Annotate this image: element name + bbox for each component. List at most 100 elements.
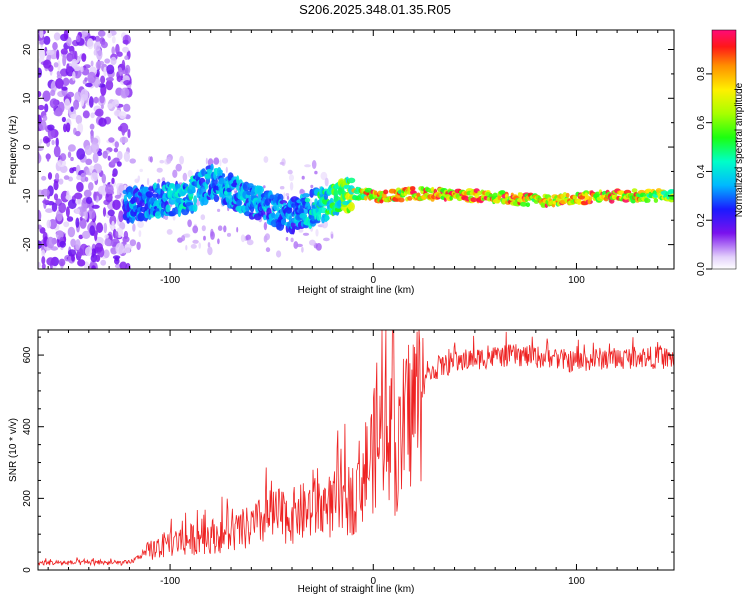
heatmap-cell (409, 186, 416, 191)
heatmap-cell (198, 242, 201, 249)
heatmap-cell (53, 193, 59, 201)
bottom-plot-frame (37, 329, 675, 571)
heatmap-cell (38, 114, 42, 125)
heatmap-cell (207, 242, 211, 248)
heatmap-cell (100, 104, 104, 110)
heatmap-cell (111, 100, 120, 108)
heatmap-cell (430, 186, 435, 192)
heatmap-cell (111, 159, 116, 166)
colorbar-tick-label: 0.4 (696, 164, 707, 178)
heatmap-cell (57, 159, 67, 168)
heatmap-cell (41, 263, 46, 269)
heatmap-cell (90, 112, 95, 119)
top-y-tick-label: 10 (22, 92, 33, 104)
heatmap-cell (77, 122, 84, 134)
heatmap-cell (47, 124, 55, 131)
heatmap-cell (44, 103, 49, 113)
heatmap-cell (63, 30, 69, 40)
heatmap-cell (59, 240, 66, 248)
heatmap-cell (38, 261, 41, 269)
heatmap-cell (66, 190, 70, 200)
heatmap-cell (217, 225, 223, 231)
heatmap-cell (668, 189, 674, 194)
heatmap-cell (89, 96, 94, 108)
heatmap-cell (105, 184, 114, 195)
heatmap-cell (588, 196, 593, 202)
heatmap-cell (118, 184, 125, 193)
heatmap-cell (100, 75, 106, 84)
heatmap-cell (192, 239, 199, 244)
heatmap-cell (85, 196, 93, 204)
heatmap-cell (72, 71, 76, 82)
heatmap-cell (61, 86, 68, 91)
heatmap-cell (320, 171, 328, 181)
colorbar-tick-label: 0.0 (696, 262, 707, 276)
heatmap-cell (191, 186, 196, 193)
heatmap-cell (53, 109, 63, 117)
heatmap-cell (213, 194, 220, 203)
heatmap-cell (115, 256, 119, 262)
heatmap-cell (82, 110, 90, 119)
heatmap-cell (129, 158, 136, 164)
heatmap-cell (497, 195, 502, 201)
heatmap-cell (565, 192, 570, 198)
heatmap-cell (78, 234, 84, 240)
heatmap-cell (42, 90, 51, 102)
heatmap-cell (187, 219, 192, 228)
heatmap-cell (122, 39, 129, 45)
heatmap-cell (94, 35, 100, 43)
heatmap-cell (71, 254, 75, 262)
heatmap-cell (298, 228, 304, 233)
heatmap-cell (67, 199, 77, 210)
snr-series-line (38, 330, 674, 567)
heatmap-cell (38, 142, 41, 147)
heatmap-cell (102, 207, 107, 217)
heatmap-cell (449, 195, 453, 201)
heatmap-cell (470, 197, 478, 203)
heatmap-cell (119, 136, 129, 144)
heatmap-cell (79, 216, 83, 221)
heatmap-cell (114, 194, 121, 199)
heatmap-cell (93, 191, 97, 201)
heatmap-cell (111, 36, 116, 44)
heatmap-cell (113, 147, 119, 153)
heatmap-cell (75, 130, 81, 137)
heatmap-cell (236, 184, 240, 191)
heatmap-cell (276, 250, 282, 258)
top-x-tick-label: -100 (160, 275, 180, 286)
heatmap-cell (175, 163, 182, 172)
heatmap-cell (88, 182, 94, 191)
heatmap-cell (81, 53, 87, 62)
heatmap-cell (41, 175, 47, 181)
heatmap-cell (38, 209, 42, 222)
heatmap-cell (38, 146, 44, 152)
heatmap-cell (103, 222, 108, 234)
bottom-y-tick-label: 600 (22, 346, 33, 363)
heatmap-cell (76, 181, 84, 193)
heatmap-cell (55, 137, 59, 148)
heatmap-cell (257, 185, 264, 194)
heatmap-cell (38, 91, 42, 98)
heatmap-cell (201, 225, 206, 232)
heatmap-cell (50, 89, 56, 97)
heatmap-cell (76, 175, 82, 180)
heatmap-cell (94, 110, 102, 116)
heatmap-cell (263, 156, 269, 163)
heatmap-cell (290, 237, 294, 243)
heatmap-cell (111, 220, 115, 231)
heatmap-cell (111, 177, 115, 184)
heatmap-cell (181, 235, 186, 242)
heatmap-cell (572, 194, 578, 200)
heatmap-cell (323, 237, 330, 242)
heatmap-cell (190, 244, 197, 249)
heatmap-cell (58, 178, 64, 185)
heatmap-cell (124, 55, 129, 60)
heatmap-cell (287, 169, 293, 175)
heatmap-cell (65, 122, 71, 133)
heatmap-cell (93, 49, 97, 56)
heatmap-cell (264, 197, 271, 206)
heatmap-cell (373, 190, 378, 196)
heatmap-cell (129, 239, 137, 247)
heatmap-cell (85, 158, 93, 165)
heatmap-cell (76, 148, 86, 160)
